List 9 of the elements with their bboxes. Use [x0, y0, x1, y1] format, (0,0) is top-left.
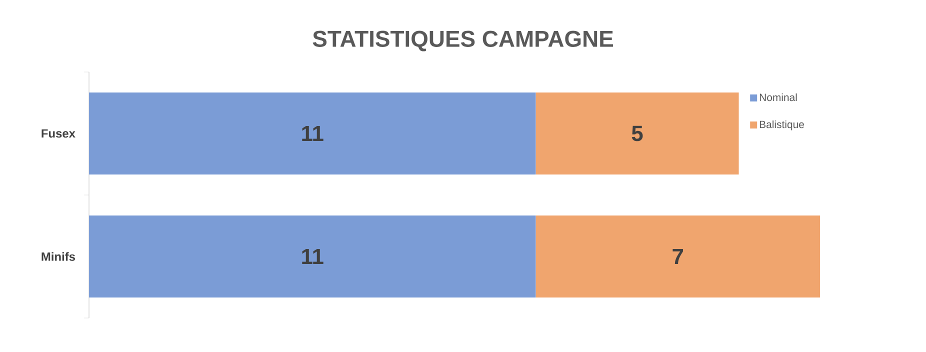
legend-label: Balistique [760, 120, 804, 130]
y-tick-label: Minifs [42, 252, 75, 261]
data-label: 11 [302, 248, 324, 264]
y-tick-label: Fusex [42, 129, 76, 138]
chart-title: STATISTIQUES CAMPAGNE [312, 30, 613, 52]
data-label: 7 [672, 248, 684, 264]
legend-label: Nominal [760, 93, 797, 102]
data-label: 5 [632, 126, 643, 142]
data-label: 11 [302, 126, 324, 142]
